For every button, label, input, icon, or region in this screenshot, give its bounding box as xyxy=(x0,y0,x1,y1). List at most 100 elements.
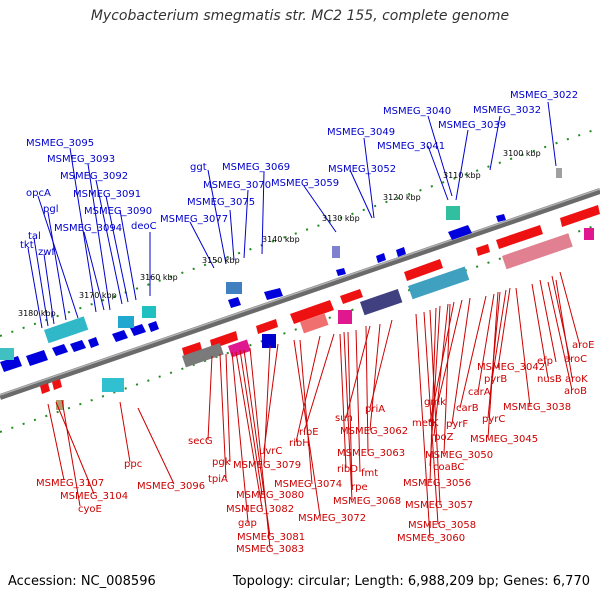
forward-scale-line xyxy=(0,127,600,337)
gene-label: MSMEG_3039 xyxy=(438,120,506,131)
gene-label: MSMEG_3060 xyxy=(397,533,465,544)
gene-arrow xyxy=(404,259,443,281)
gene-label: pyrC xyxy=(482,414,505,425)
gene-label: zwf xyxy=(38,247,55,258)
gene-block xyxy=(584,228,594,240)
gene-arrow xyxy=(340,289,363,304)
reverse-scale-line xyxy=(0,223,600,433)
gene-label: MSMEG_3094 xyxy=(54,223,122,234)
gene-label: MSMEG_3075 xyxy=(187,197,255,208)
accession-text: Accession: NC_008596 xyxy=(8,574,156,589)
forward-leader-lines xyxy=(27,101,557,329)
gene-label: secG xyxy=(188,436,213,447)
gene-label: gmk xyxy=(424,397,446,408)
gene-block xyxy=(556,168,562,178)
reverse-features xyxy=(40,205,600,410)
gene-arrow xyxy=(476,244,490,256)
gene-label: MSMEG_3077 xyxy=(160,214,228,225)
gene-label: rpe xyxy=(351,482,368,493)
gene-label: ribH xyxy=(289,438,310,449)
gene-label: pyrB xyxy=(484,374,507,385)
gene-label: opcA xyxy=(26,188,51,199)
gene-label: MSMEG_3038 xyxy=(503,402,571,413)
gene-label: MSMEG_3050 xyxy=(425,450,493,461)
forward-gene-labels: MSMEG_3022 MSMEG_3032 MSMEG_3039 MSMEG_3… xyxy=(20,90,578,258)
gene-block xyxy=(102,378,124,392)
genome-backbone xyxy=(0,188,600,400)
gene-label: MSMEG_3079 xyxy=(233,460,301,471)
gene-arrow xyxy=(70,340,86,352)
gene-arrow xyxy=(256,319,278,334)
kbp-labels: 3100 kbp 3110 kbp 3120 kbp 3130 kbp 3140… xyxy=(18,149,541,318)
gene-label: MSMEG_3063 xyxy=(337,448,405,459)
gene-block xyxy=(228,339,251,358)
gene-arrow xyxy=(26,350,48,366)
gene-block xyxy=(502,233,573,270)
kbp-label: 3140 kbp xyxy=(262,235,300,244)
gene-block xyxy=(338,310,352,324)
gene-label: MSMEG_3080 xyxy=(236,490,304,501)
kbp-label: 3100 kbp xyxy=(503,149,541,158)
gene-label: aroK xyxy=(565,374,588,385)
gene-label: MSMEG_3104 xyxy=(60,491,128,502)
gene-label: MSMEG_3056 xyxy=(403,478,471,489)
gene-block xyxy=(44,316,89,344)
gene-label: MSMEG_3091 xyxy=(73,189,141,200)
gene-label: metK xyxy=(412,418,439,429)
gene-label: tkt xyxy=(20,240,34,251)
gene-label: pyrF xyxy=(446,419,468,430)
gene-label: priA xyxy=(365,404,385,415)
gene-label: MSMEG_3090 xyxy=(84,206,152,217)
reverse-leader-lines xyxy=(47,271,581,549)
gene-label: nusB xyxy=(537,374,562,385)
gene-block xyxy=(118,316,134,328)
gene-label: aroB xyxy=(564,386,587,397)
gene-label: ribD xyxy=(337,464,358,475)
gene-label: aroC xyxy=(564,354,587,365)
gene-arrow xyxy=(228,297,241,308)
gene-label: fmt xyxy=(361,468,378,479)
gene-block xyxy=(226,282,242,294)
gene-label: ppc xyxy=(124,459,142,470)
gene-arrow xyxy=(52,344,68,356)
gene-label: rpoZ xyxy=(430,432,454,443)
gene-label: MSMEG_3062 xyxy=(340,426,408,437)
gene-label: MSMEG_3057 xyxy=(405,500,473,511)
gene-arrow xyxy=(88,337,99,348)
gene-label: MSMEG_3093 xyxy=(47,154,115,165)
gene-label: cyoE xyxy=(78,504,102,515)
gene-label: carB xyxy=(456,403,479,414)
gene-label: MSMEG_3049 xyxy=(327,127,395,138)
gene-block xyxy=(142,306,156,318)
gene-arrow xyxy=(40,383,50,394)
gene-label: coaBC xyxy=(433,462,464,473)
kbp-label: 3180 kbp xyxy=(18,309,56,318)
gene-arrow xyxy=(560,205,600,227)
gene-label: MSMEG_3068 xyxy=(333,496,401,507)
gene-label: MSMEG_3095 xyxy=(26,138,94,149)
gene-label: MSMEG_3059 xyxy=(271,178,339,189)
gene-arrow xyxy=(182,342,202,356)
gene-label: deoC xyxy=(131,221,157,232)
gene-block xyxy=(56,400,64,410)
gene-label: MSMEG_3082 xyxy=(226,504,294,515)
gene-arrow xyxy=(396,247,406,257)
forward-features xyxy=(0,168,562,372)
gene-label: MSMEG_3040 xyxy=(383,106,451,117)
page-title: Mycobacterium smegmatis str. MC2 155, co… xyxy=(90,8,510,24)
gene-label: ribE xyxy=(299,427,319,438)
gene-label: MSMEG_3081 xyxy=(237,532,305,543)
gene-label: MSMEG_3069 xyxy=(222,162,290,173)
gene-label: tal xyxy=(28,231,41,242)
kbp-label: 3170 kbp xyxy=(79,291,117,300)
kbp-label: 3130 kbp xyxy=(322,214,360,223)
gene-arrow xyxy=(148,321,159,332)
gene-label: MSMEG_3074 xyxy=(274,479,342,490)
gene-label: MSMEG_3041 xyxy=(377,141,445,152)
gene-label: aroE xyxy=(572,340,594,351)
gene-block xyxy=(446,206,460,220)
gene-label: MSMEG_3070 xyxy=(203,180,271,191)
gene-label: pgl xyxy=(43,204,58,215)
gene-label: MSMEG_3045 xyxy=(470,434,538,445)
